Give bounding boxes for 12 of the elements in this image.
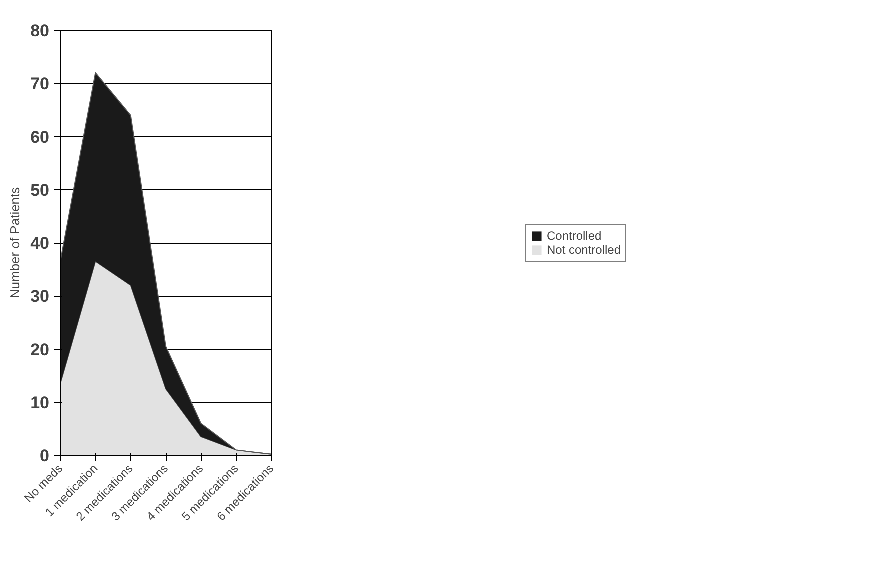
y-tick-label: 20 xyxy=(30,340,50,360)
legend-label: Not controlled xyxy=(546,242,622,256)
legend-label: Controlled xyxy=(546,228,602,242)
y-tick-label: 40 xyxy=(30,234,50,253)
y-tick-label: 0 xyxy=(40,446,50,466)
y-tick-label: 30 xyxy=(30,287,50,306)
y-tick-label: 10 xyxy=(30,393,50,412)
y-tick-label: 80 xyxy=(30,22,50,40)
y-tick-label: 60 xyxy=(30,128,50,147)
y-axis-title: Number of Patients xyxy=(8,186,23,299)
y-tick-label: 70 xyxy=(30,74,50,94)
y-tick-label: 50 xyxy=(30,180,50,200)
